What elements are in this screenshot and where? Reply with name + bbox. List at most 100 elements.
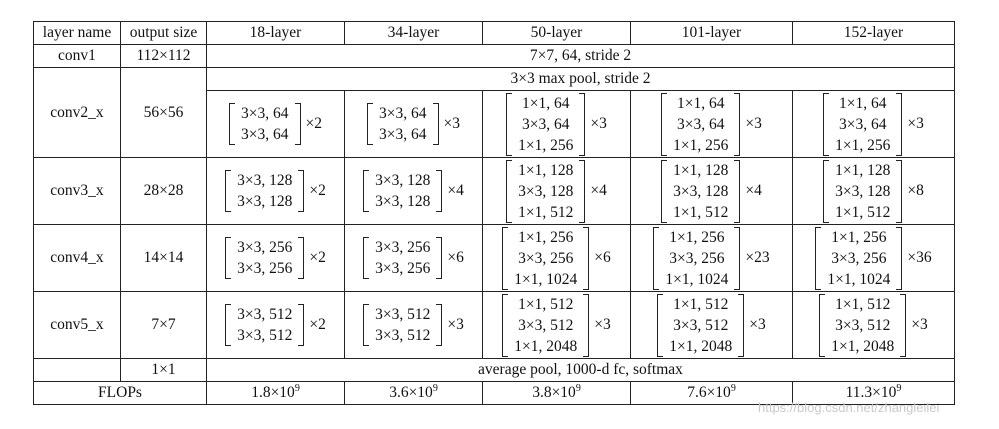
right-bracket — [579, 159, 586, 223]
block-line: 3×3, 256 — [237, 239, 293, 256]
block-line: 1×1, 128 — [835, 161, 891, 179]
header-cell: 34-layer — [344, 21, 483, 45]
output-size-cell: 14×14 — [120, 224, 207, 292]
block-line: 3×3, 512 — [237, 327, 293, 344]
header-cell: 152-layer — [792, 21, 955, 45]
right-bracket — [583, 293, 590, 357]
block-line: 3×3, 128 — [518, 182, 574, 200]
block-multiplier: ×2 — [309, 316, 326, 333]
block-lines: 3×3, 128 3×3, 128 — [231, 170, 298, 212]
block-multiplier: ×3 — [907, 115, 924, 132]
block-wrap: 1×1, 128 3×3, 128 1×1, 512 ×8 — [793, 159, 954, 223]
block-bracket: 3×3, 128 3×3, 128 — [225, 170, 305, 212]
left-bracket — [225, 304, 232, 346]
stage-row: 3×3, 64 3×3, 64 ×2 3×3, 64 3×3, 64 ×3 1×1, 64 3… — [34, 90, 955, 158]
block-line: 1×1, 1024 — [827, 270, 891, 288]
pool-row: conv2_x 56×56 3×3 max pool, stride 2 — [33, 67, 955, 158]
right-bracket — [298, 237, 305, 279]
block-bracket: 1×1, 64 3×3, 64 1×1, 256 — [661, 92, 741, 156]
block-wrap: 3×3, 128 3×3, 128 ×2 — [207, 170, 344, 212]
block-wrap: 3×3, 512 3×3, 512 ×3 — [345, 304, 482, 346]
block-multiplier: ×3 — [447, 316, 464, 333]
flops-base: ×10 — [872, 384, 897, 401]
block-line: 1×1, 1024 — [665, 270, 729, 288]
layer-name-cell — [33, 358, 121, 382]
stage-row: conv4_x 14×14 3×3, 256 3×3, 256 ×2 3×3, 256… — [33, 224, 955, 292]
block-lines: 3×3, 256 3×3, 256 — [369, 237, 436, 279]
block-bracket: 1×1, 128 3×3, 128 1×1, 512 — [506, 159, 586, 223]
left-bracket — [367, 103, 373, 145]
block-lines: 1×1, 256 3×3, 256 1×1, 1024 — [821, 227, 896, 290]
left-bracket — [823, 159, 830, 223]
left-bracket — [819, 293, 826, 357]
block-line: 1×1, 256 — [669, 228, 725, 246]
block-bracket: 1×1, 512 3×3, 512 1×1, 2048 — [819, 293, 907, 357]
block-lines: 3×3, 64 3×3, 64 — [235, 103, 295, 145]
resnet-architecture-table: layer name output size 18-layer 34-layer… — [33, 21, 955, 405]
block-bracket: 1×1, 64 3×3, 64 1×1, 256 — [506, 92, 586, 156]
block-cell: 3×3, 64 3×3, 64 ×2 — [206, 90, 345, 158]
block-bracket: 1×1, 256 3×3, 256 1×1, 1024 — [502, 226, 590, 290]
right-bracket — [896, 159, 903, 223]
flops-cell: 1.8×109 — [206, 381, 345, 405]
block-lines: 3×3, 512 3×3, 512 — [369, 304, 436, 346]
conv1-row: conv1 112×112 7×7, 64, stride 2 — [33, 44, 955, 68]
block-line: 1×1, 256 — [518, 136, 574, 154]
block-line: 3×3, 64 — [839, 115, 887, 133]
flops-exponent: 9 — [575, 382, 581, 394]
block-line: 1×1, 512 — [673, 295, 729, 313]
pool-spec-cell: 3×3 max pool, stride 2 — [206, 67, 955, 91]
right-bracket — [436, 170, 443, 212]
block-multiplier: ×2 — [309, 249, 326, 266]
block-multiplier: ×3 — [594, 316, 611, 333]
block-line: 1×1, 128 — [673, 161, 729, 179]
right-bracket — [298, 304, 305, 346]
flops-cell: 7.6×109 — [630, 381, 793, 405]
block-wrap: 1×1, 64 3×3, 64 1×1, 256 ×3 — [631, 92, 792, 156]
flops-exponent: 9 — [294, 382, 300, 394]
header-cell: 18-layer — [206, 21, 345, 45]
block-line: 3×3, 512 — [375, 306, 431, 323]
block-wrap: 3×3, 64 3×3, 64 ×2 — [207, 103, 344, 145]
block-lines: 3×3, 128 3×3, 128 — [369, 170, 436, 212]
left-bracket — [225, 170, 232, 212]
block-line: 1×1, 1024 — [514, 270, 578, 288]
flops-value: 1.8 — [251, 384, 271, 401]
conv1-spec-cell: 7×7, 64, stride 2 — [206, 44, 955, 68]
block-line: 1×1, 2048 — [514, 337, 578, 355]
block-multiplier: ×4 — [447, 182, 464, 199]
right-bracket — [734, 226, 741, 290]
block-multiplier: ×2 — [309, 182, 326, 199]
stage-row: conv3_x 28×28 3×3, 128 3×3, 128 ×2 3×3, 128… — [33, 157, 955, 225]
block-line: 3×3, 128 — [673, 182, 729, 200]
block-line: 3×3, 512 — [835, 316, 891, 334]
block-multiplier: ×3 — [911, 316, 928, 333]
block-line: 3×3, 64 — [241, 126, 289, 143]
block-cell: 3×3, 512 3×3, 512 ×3 — [344, 291, 483, 359]
block-line: 3×3, 64 — [379, 105, 427, 122]
block-multiplier: ×6 — [594, 249, 611, 266]
left-bracket — [363, 304, 370, 346]
block-wrap: 3×3, 256 3×3, 256 ×2 — [207, 237, 344, 279]
flops-row: FLOPs 1.8×109 3.6×109 3.8×109 7.6×109 11… — [33, 381, 955, 405]
block-line: 3×3, 512 — [673, 316, 729, 334]
block-bracket: 1×1, 128 3×3, 128 1×1, 512 — [661, 159, 741, 223]
block-lines: 1×1, 512 3×3, 512 1×1, 2048 — [663, 294, 738, 357]
block-line: 3×3, 256 — [375, 260, 431, 277]
right-bracket — [298, 170, 305, 212]
header-cell: layer name — [33, 21, 121, 45]
block-lines: 1×1, 512 3×3, 512 1×1, 2048 — [825, 294, 900, 357]
left-bracket — [661, 92, 668, 156]
block-multiplier: ×8 — [907, 182, 924, 199]
block-line: 3×3, 128 — [375, 193, 431, 210]
flops-exponent: 9 — [730, 382, 736, 394]
block-cell: 1×1, 64 3×3, 64 1×1, 256 ×3 — [792, 90, 955, 158]
block-bracket: 1×1, 64 3×3, 64 1×1, 256 — [823, 92, 903, 156]
block-line: 1×1, 64 — [522, 94, 570, 112]
block-line: 3×3, 128 — [375, 172, 431, 189]
block-line: 1×1, 512 — [518, 295, 574, 313]
block-lines: 1×1, 64 3×3, 64 1×1, 256 — [829, 93, 896, 156]
block-line: 1×1, 256 — [835, 136, 891, 154]
block-bracket: 3×3, 512 3×3, 512 — [363, 304, 443, 346]
block-multiplier: ×4 — [590, 182, 607, 199]
